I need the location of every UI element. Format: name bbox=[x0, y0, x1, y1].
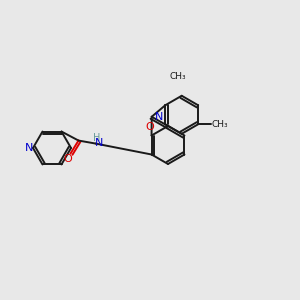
Text: CH₃: CH₃ bbox=[212, 120, 229, 129]
Text: O: O bbox=[63, 154, 72, 164]
Text: N: N bbox=[25, 143, 33, 153]
Text: N: N bbox=[95, 137, 104, 148]
Text: N: N bbox=[155, 112, 164, 122]
Text: CH₃: CH₃ bbox=[169, 72, 186, 81]
Text: H: H bbox=[93, 133, 100, 142]
Text: O: O bbox=[145, 122, 154, 132]
